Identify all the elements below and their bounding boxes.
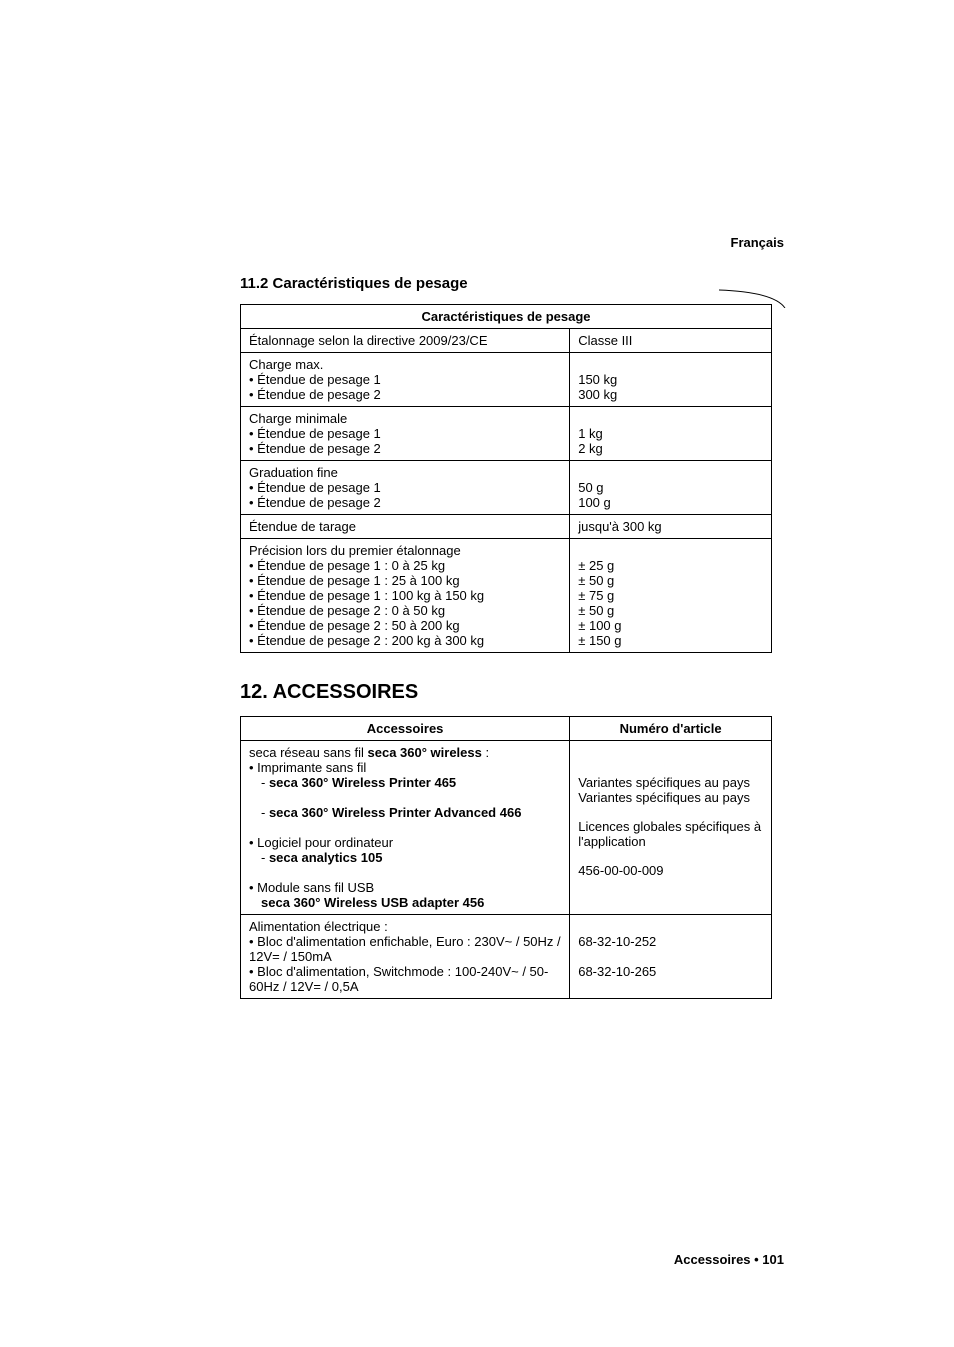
cell-right: 68-32-10-252 68-32-10-265 — [570, 915, 772, 999]
table-row: seca réseau sans fil seca 360° wireless … — [241, 741, 772, 915]
cell-left: Charge max. Étendue de pesage 1 Étendue … — [241, 353, 570, 407]
imprimante-item: Imprimante sans fil — [249, 760, 561, 775]
row-value: ± 50 g — [578, 573, 614, 588]
row-item: Étendue de pesage 2 — [249, 387, 561, 402]
cell-right: 1 kg 2 kg — [570, 407, 772, 461]
row-value: ± 100 g — [578, 618, 621, 633]
row-item: Étendue de pesage 1 — [249, 426, 561, 441]
analytics-value: Licences globales spécifiques à l'applic… — [578, 819, 761, 849]
cell-right: Classe III — [570, 329, 772, 353]
row-value: ± 25 g — [578, 558, 614, 573]
row-value: 100 g — [578, 495, 611, 510]
language-label: Français — [731, 235, 784, 250]
cell-left: Étalonnage selon la directive 2009/23/CE — [241, 329, 570, 353]
euro-value: 68-32-10-252 — [578, 934, 656, 949]
row-title: Graduation fine — [249, 465, 338, 480]
row-item: Étendue de pesage 2 — [249, 441, 561, 456]
switch-item: Bloc d'alimentation, Switchmode : 100-24… — [249, 964, 561, 994]
corner-curve-icon — [719, 288, 789, 308]
cell-right: ± 25 g ± 50 g ± 75 g ± 50 g ± 100 g ± 15… — [570, 539, 772, 653]
alim-label: Alimentation électrique : — [249, 919, 388, 934]
table-row: Graduation fine Étendue de pesage 1 Éten… — [241, 461, 772, 515]
row-item: Étendue de pesage 1 : 25 à 100 kg — [249, 573, 561, 588]
printer465-value: Variantes spécifiques au pays — [578, 775, 750, 790]
cell-left: Précision lors du premier étalonnage Éte… — [241, 539, 570, 653]
analytics-bold: seca analytics 105 — [269, 850, 382, 865]
printer466-bold: seca 360° Wireless Printer Advanced 466 — [269, 805, 521, 820]
usb-adapter-value: 456-00-00-009 — [578, 863, 663, 878]
cell-left: Charge minimale Étendue de pesage 1 Éten… — [241, 407, 570, 461]
table-row: Charge max. Étendue de pesage 1 Étendue … — [241, 353, 772, 407]
row-item: Étendue de pesage 2 : 0 à 50 kg — [249, 603, 561, 618]
printer466-value: Variantes spécifiques au pays — [578, 790, 750, 805]
module-item: Module sans fil USB — [249, 880, 561, 895]
accessories-col2-header: Numéro d'article — [570, 717, 772, 741]
row-value: 2 kg — [578, 441, 603, 456]
wireless-bold: seca 360° wireless — [368, 745, 482, 760]
row-item: Étendue de pesage 1 : 0 à 25 kg — [249, 558, 561, 573]
row-value: ± 150 g — [578, 633, 621, 648]
cell-left: seca réseau sans fil seca 360° wireless … — [241, 741, 570, 915]
section-11-2-heading: 11.2 Caractéristiques de pesage — [240, 275, 784, 292]
cell-right: 150 kg 300 kg — [570, 353, 772, 407]
table-row: Étendue de tarage jusqu'à 300 kg — [241, 515, 772, 539]
row-item: Étendue de pesage 2 : 50 à 200 kg — [249, 618, 561, 633]
cell-right: jusqu'à 300 kg — [570, 515, 772, 539]
cell-right: Variantes spécifiques au pays Variantes … — [570, 741, 772, 915]
printer466-item: seca 360° Wireless Printer Advanced 466 — [261, 805, 561, 820]
row-item: Étendue de pesage 1 — [249, 480, 561, 495]
row-item: Étendue de pesage 1 — [249, 372, 561, 387]
analytics-item: seca analytics 105 — [261, 850, 561, 865]
row-value: 300 kg — [578, 387, 617, 402]
row-value: ± 50 g — [578, 603, 614, 618]
cell-right: 50 g 100 g — [570, 461, 772, 515]
euro-item: Bloc d'alimentation enfichable, Euro : 2… — [249, 934, 561, 964]
row-value: 50 g — [578, 480, 603, 495]
row-value: ± 75 g — [578, 588, 614, 603]
row-value: 1 kg — [578, 426, 603, 441]
table-merged-header: Caractéristiques de pesage — [241, 305, 772, 329]
chapter-12-heading: 12. ACCESSOIRES — [240, 681, 784, 704]
switch-value: 68-32-10-265 — [578, 964, 656, 979]
printer465-item: seca 360° Wireless Printer 465 — [261, 775, 561, 790]
row-item: Étendue de pesage 2 : 200 kg à 300 kg — [249, 633, 561, 648]
table-row: Charge minimale Étendue de pesage 1 Éten… — [241, 407, 772, 461]
row-title: Charge minimale — [249, 411, 347, 426]
table-row: Précision lors du premier étalonnage Éte… — [241, 539, 772, 653]
row-title: Précision lors du premier étalonnage — [249, 543, 461, 558]
accessories-col1-header: Accessoires — [241, 717, 570, 741]
row-title: Charge max. — [249, 357, 323, 372]
row-item: Étendue de pesage 2 — [249, 495, 561, 510]
cell-left: Étendue de tarage — [241, 515, 570, 539]
table-row: Alimentation électrique : Bloc d'aliment… — [241, 915, 772, 999]
printer465-bold: seca 360° Wireless Printer 465 — [269, 775, 456, 790]
usb-adapter-bold: seca 360° Wireless USB adapter 456 — [261, 895, 484, 910]
accessories-table: Accessoires Numéro d'article seca réseau… — [240, 716, 772, 999]
logiciel-item: Logiciel pour ordinateur — [249, 835, 561, 850]
wireless-prefix: seca réseau sans fil — [249, 745, 368, 760]
table-row: Étalonnage selon la directive 2009/23/CE… — [241, 329, 772, 353]
weighing-characteristics-table: Caractéristiques de pesage Étalonnage se… — [240, 304, 772, 653]
page-footer: Accessoires • 101 — [674, 1252, 784, 1267]
row-item: Étendue de pesage 1 : 100 kg à 150 kg — [249, 588, 561, 603]
wireless-suffix: : — [482, 745, 489, 760]
row-value: 150 kg — [578, 372, 617, 387]
cell-left: Alimentation électrique : Bloc d'aliment… — [241, 915, 570, 999]
cell-left: Graduation fine Étendue de pesage 1 Éten… — [241, 461, 570, 515]
